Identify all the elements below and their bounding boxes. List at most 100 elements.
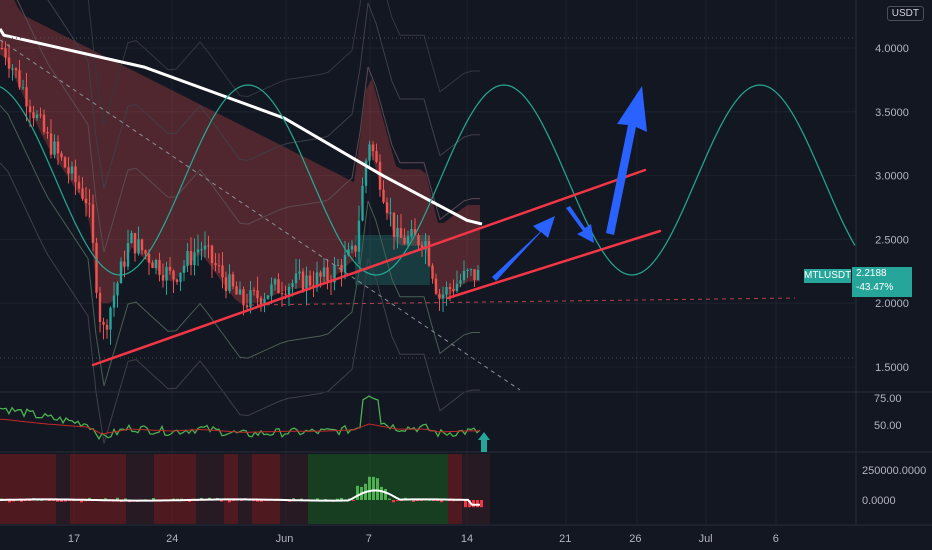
candle-body	[130, 233, 133, 244]
oscillator-axis: 75.00 50.00	[874, 393, 902, 432]
candle-body	[266, 295, 270, 299]
histogram-bar	[352, 500, 355, 501]
candle-body	[298, 271, 301, 274]
price-tick-label: 4.0000	[875, 43, 909, 55]
candle-body	[438, 293, 441, 299]
histogram-bar	[292, 498, 295, 500]
candle-body	[186, 251, 189, 266]
candle-body	[49, 133, 53, 155]
trendlines	[91, 168, 662, 367]
histogram-bar	[412, 500, 415, 502]
candle-body	[427, 241, 431, 266]
time-tick-label: 24	[166, 533, 178, 545]
price-tick-label: 2.0000	[875, 298, 909, 310]
histogram-bar	[468, 500, 471, 508]
arrow-up-2	[606, 86, 647, 235]
histogram-bg-cell	[336, 454, 350, 524]
histogram-bg-cell	[84, 454, 98, 524]
candle-body	[368, 144, 371, 161]
candle-body	[319, 272, 322, 277]
candle-body	[77, 182, 81, 189]
candle-body	[406, 236, 410, 244]
candle-body	[123, 261, 126, 267]
histogram-bar	[88, 497, 91, 500]
envelope-bands	[0, 0, 480, 444]
candle-body	[361, 185, 364, 221]
histogram-bg-cell	[448, 454, 462, 524]
candle-body	[417, 235, 420, 246]
moving-average-line	[0, 28, 483, 226]
histogram-bg-cell	[238, 454, 252, 524]
histogram-bg-cell	[140, 454, 154, 524]
candle-body	[392, 212, 396, 237]
band-line-0	[16, 0, 480, 253]
candle-body	[434, 278, 438, 294]
symbol-label: MTLUSDT	[804, 269, 852, 283]
histogram-bg-cell	[112, 454, 126, 524]
candle-body	[308, 275, 312, 286]
histogram-bg-cell	[196, 454, 210, 524]
candle-body	[46, 132, 49, 134]
histogram-bg-cell	[462, 454, 476, 524]
price-tick-label: 1.5000	[875, 362, 909, 374]
band-line-3	[0, 162, 480, 444]
histogram-axis: 250000.0000 0.0000	[862, 465, 926, 507]
candle-body	[200, 249, 203, 251]
histogram-bar	[340, 497, 343, 500]
candle-body	[455, 283, 459, 292]
candle-body	[270, 284, 273, 296]
candle-body	[263, 298, 266, 305]
candle-body	[403, 237, 406, 244]
histogram-bg-cell	[182, 454, 196, 524]
histogram-bar	[20, 500, 23, 502]
candle-body	[385, 202, 389, 214]
time-tick-label: 17	[68, 533, 80, 545]
histogram-bar	[476, 500, 479, 508]
candles	[0, 39, 480, 345]
candle-body	[98, 292, 102, 322]
histogram-bar	[380, 486, 383, 500]
candle-body	[350, 245, 354, 250]
arrow-up-1	[492, 216, 555, 281]
candle-body	[238, 289, 242, 295]
candle-body	[448, 287, 452, 290]
candle-body	[322, 267, 326, 277]
histogram-bg-cell	[266, 454, 280, 524]
arrow-down	[566, 206, 594, 243]
candle-body	[249, 290, 252, 308]
candle-body	[340, 264, 343, 273]
candle-body	[60, 153, 63, 158]
candle-body	[336, 264, 340, 266]
histogram-bar	[116, 497, 119, 500]
histogram-bar	[260, 500, 263, 502]
candle-body	[196, 249, 200, 253]
histogram-bar	[324, 499, 327, 501]
support-dashed-line	[249, 297, 796, 306]
candle-body	[140, 239, 144, 251]
candle-body	[431, 265, 434, 279]
last-price-label: MTLUSDT 2.2188 -43.47%	[804, 267, 912, 297]
histogram-bg-cell	[70, 454, 84, 524]
candle-body	[21, 87, 25, 89]
histogram-bar	[124, 498, 127, 500]
candle-body	[11, 68, 14, 70]
histogram-bg-cell	[28, 454, 42, 524]
histogram-bg-cell	[224, 454, 238, 524]
candle-body	[242, 289, 245, 306]
oscillator-tick-label: 50.00	[874, 420, 902, 432]
candle-body	[4, 48, 7, 58]
candle-body	[224, 277, 228, 292]
candle-body	[203, 245, 207, 250]
candle-body	[452, 289, 455, 292]
oscillator-signal-line	[0, 418, 480, 435]
candle-body	[189, 251, 193, 266]
histogram-bar	[388, 498, 391, 500]
candle-body	[347, 249, 350, 256]
candle-body	[32, 112, 35, 119]
histogram-bar	[80, 500, 83, 503]
candle-body	[378, 161, 382, 190]
candle-body	[284, 293, 287, 295]
currency-badge[interactable]: USDT	[886, 6, 924, 21]
candle-body	[158, 260, 161, 276]
candle-body	[466, 269, 469, 272]
